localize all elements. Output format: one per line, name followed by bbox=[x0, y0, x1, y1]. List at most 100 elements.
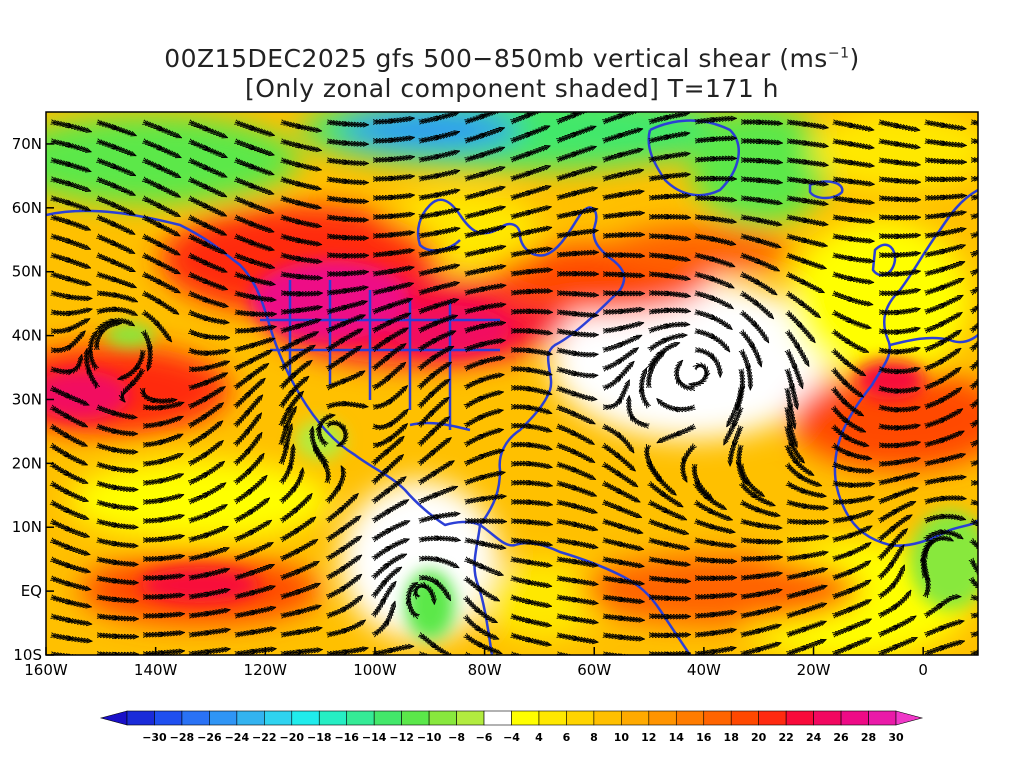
streamline-arrow bbox=[892, 625, 899, 631]
streamline-arrow bbox=[66, 635, 73, 641]
streamline-arrow bbox=[711, 117, 717, 123]
streamline-arrow bbox=[158, 478, 165, 484]
lon-tick-label: 140W bbox=[134, 661, 178, 679]
streamline-arrow bbox=[296, 180, 303, 187]
streamline-arrow bbox=[202, 202, 209, 208]
streamline-arrow bbox=[340, 586, 347, 592]
streamline-arrow bbox=[987, 630, 992, 635]
streamline-arrow bbox=[66, 370, 73, 376]
streamline-arrow bbox=[757, 119, 764, 125]
lat-tick-label: 70N bbox=[12, 135, 42, 153]
streamline-arrow bbox=[895, 349, 901, 355]
title-line-1: 00Z15DEC2025 gfs 500−850mb vertical shea… bbox=[0, 44, 1024, 73]
streamline-arrow bbox=[525, 151, 532, 158]
streamline-arrow bbox=[478, 396, 485, 402]
streamline-arrow bbox=[385, 546, 392, 552]
streamline-arrow bbox=[430, 449, 436, 456]
streamline-arrow bbox=[664, 134, 671, 141]
streamline-arrow bbox=[479, 454, 486, 460]
colorbar-swatch bbox=[511, 710, 540, 726]
streamline-arrow bbox=[420, 581, 427, 588]
streamline-arrow bbox=[205, 649, 211, 655]
streamline-arrow bbox=[799, 300, 805, 306]
streamline-arrow bbox=[754, 279, 761, 285]
streamline-arrow bbox=[940, 513, 947, 520]
streamline-arrow bbox=[895, 252, 902, 259]
colorbar-swatch bbox=[785, 710, 814, 726]
streamline-arrow bbox=[250, 570, 256, 576]
streamline-arrow bbox=[889, 582, 896, 589]
streamline-arrow bbox=[573, 250, 579, 257]
streamline-arrow bbox=[711, 557, 717, 564]
streamline bbox=[971, 578, 978, 594]
lat-tick-label: 60N bbox=[12, 199, 42, 217]
streamline-arrow bbox=[112, 577, 119, 584]
colorbar-swatch bbox=[291, 710, 320, 726]
streamline-arrow bbox=[757, 538, 763, 545]
streamline-arrow bbox=[296, 142, 303, 149]
streamline-arrow bbox=[250, 590, 257, 596]
streamline-arrow bbox=[710, 649, 717, 655]
streamline-arrow bbox=[708, 353, 715, 360]
streamline-arrow bbox=[941, 140, 947, 147]
streamline-arrow bbox=[248, 530, 255, 536]
streamline-arrow bbox=[297, 649, 303, 655]
streamline-arrow bbox=[250, 610, 257, 616]
streamline-arrow bbox=[202, 183, 209, 189]
streamline-arrow bbox=[159, 631, 166, 638]
streamline-arrow bbox=[474, 607, 481, 613]
streamline-arrow bbox=[571, 466, 578, 473]
streamline-arrow bbox=[249, 144, 256, 150]
streamline-arrow bbox=[340, 424, 346, 431]
streamline-arrow bbox=[434, 135, 441, 141]
streamline-arrow bbox=[526, 210, 533, 216]
streamline-arrow bbox=[527, 499, 534, 505]
streamline-arrow bbox=[157, 144, 164, 151]
streamline-arrow bbox=[982, 318, 987, 323]
streamline-arrow bbox=[895, 368, 901, 375]
streamline-arrow bbox=[572, 484, 579, 491]
streamline-arrow bbox=[250, 276, 257, 282]
streamline-arrow bbox=[111, 410, 118, 416]
streamline bbox=[419, 654, 458, 655]
streamline-arrow bbox=[664, 323, 671, 329]
streamline-arrow bbox=[849, 498, 856, 505]
streamline-arrow bbox=[572, 596, 579, 603]
streamline-arrow bbox=[66, 293, 73, 300]
streamline-arrow bbox=[158, 497, 165, 504]
colorbar-swatch bbox=[236, 710, 265, 726]
lon-tick-label: 80W bbox=[468, 661, 502, 679]
streamline-arrow bbox=[572, 577, 579, 584]
streamline-arrow bbox=[664, 541, 671, 547]
streamline-arrow bbox=[664, 154, 671, 160]
streamline-arrow bbox=[665, 576, 671, 583]
streamline-arrow bbox=[431, 642, 437, 648]
streamline-arrow bbox=[618, 559, 625, 565]
streamline-arrow bbox=[618, 192, 625, 198]
streamline-arrow bbox=[895, 442, 902, 449]
streamline-arrow bbox=[249, 125, 256, 131]
streamline-arrow bbox=[665, 193, 671, 200]
streamline-arrow bbox=[97, 329, 104, 336]
streamline-arrow bbox=[619, 212, 625, 218]
streamline-arrow bbox=[249, 239, 256, 245]
streamline-arrow bbox=[389, 175, 396, 182]
streamline-arrow bbox=[480, 341, 487, 348]
streamline-arrow bbox=[66, 238, 73, 244]
streamline-arrow bbox=[985, 526, 990, 530]
streamline-arrow bbox=[745, 364, 751, 371]
streamline-arrow bbox=[571, 113, 578, 119]
streamline-arrow bbox=[710, 256, 717, 262]
streamline-arrow bbox=[389, 137, 396, 144]
streamline-arrow bbox=[384, 488, 391, 495]
streamline-arrow bbox=[479, 377, 485, 384]
streamline-arrow bbox=[619, 290, 626, 297]
streamline-arrow bbox=[753, 300, 760, 306]
streamline-arrow bbox=[248, 358, 255, 364]
streamline-arrow bbox=[986, 247, 991, 251]
streamline-arrow bbox=[383, 467, 390, 474]
streamline-arrow bbox=[800, 487, 807, 494]
streamline-arrow bbox=[342, 288, 349, 294]
streamline-arrow bbox=[802, 178, 809, 184]
streamline-arrow bbox=[843, 359, 850, 365]
